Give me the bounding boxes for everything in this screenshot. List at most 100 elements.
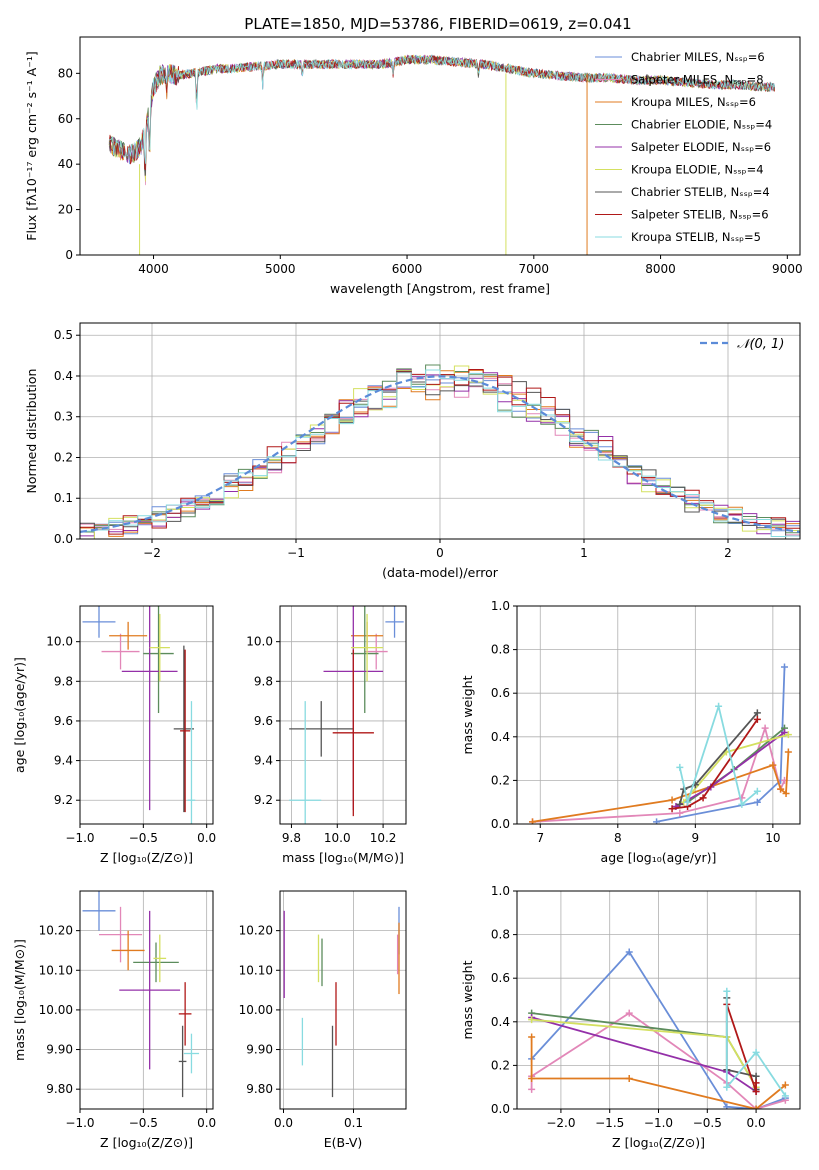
- weight-Z-panel: −2.0 −1.5 −1.0 −0.5 0.0 0.0 0.2 0.4 0.6 0.8 1.0 Z […: [460, 884, 801, 1150]
- age-mass-xtick-label: 10.0: [324, 831, 351, 845]
- age-Z-xtick-label: 0.0: [197, 831, 216, 845]
- age-mass-ytick-label: 9.2: [254, 793, 273, 807]
- weight-point-marker: [782, 789, 790, 797]
- legend-label: Chabrier ELODIE, Nₛₛₚ=4: [631, 118, 772, 132]
- spectrum-frame: [79, 36, 801, 256]
- weight-point-marker: [676, 800, 684, 808]
- weight-point-marker: [784, 731, 792, 739]
- weight-point-marker: [625, 948, 633, 956]
- weight-point-marker: [752, 1079, 760, 1087]
- weight-Z-plot-area: [528, 948, 789, 1109]
- weight-point-marker: [753, 709, 761, 717]
- weight-point-marker: [769, 761, 777, 769]
- legend-label: Chabrier MILES, Nₛₛₚ=6: [631, 50, 765, 64]
- spectrum-ytick-label: 80: [58, 66, 73, 80]
- weight-age-ytick-label: 0.6: [491, 686, 510, 700]
- mass-Z-ytick-label: 9.90: [46, 1043, 73, 1057]
- residual-histogram: [80, 369, 800, 537]
- weight-point-marker: [753, 798, 761, 806]
- mass-ebv-frame: [279, 890, 407, 1110]
- weight-series-line: [656, 666, 786, 823]
- weight-point-marker: [625, 1009, 633, 1017]
- age-mass-ytick-label: 9.4: [254, 754, 273, 768]
- spectrum-panel: Chabrier MILES, Nₛₛₚ=6 Salpeter MILES, Nₛ…: [24, 36, 803, 296]
- weight-age-ytick-label: 0.0: [491, 817, 510, 831]
- mass-Z-xlabel: Z [log₁₀(Z/Z⊙)]: [100, 1135, 193, 1150]
- mass-Z-ytick-label: 10.00: [39, 1003, 73, 1017]
- weight-age-plot-area: [529, 663, 792, 824]
- age-Z-panel: −1.0 −0.5 0.0 9.2 9.4 9.6 9.8 10.0 Z [log₁₀(Z/Z⊙…: [12, 605, 216, 865]
- mass-Z-ylabel: mass [log₁₀(M/M⊙)]: [12, 939, 27, 1061]
- weight-point-marker: [752, 1048, 760, 1056]
- legend-label: 𝒩(0, 1): [737, 337, 784, 352]
- residuals-ytick-label: 0.3: [54, 410, 73, 424]
- age-mass-ytick-label: 9.6: [254, 714, 273, 728]
- weight-age-xtick-label: 9: [692, 831, 700, 845]
- weight-point-marker: [684, 798, 692, 806]
- age-Z-ytick-label: 9.4: [54, 754, 73, 768]
- residuals-ytick-label: 0.2: [54, 450, 73, 464]
- weight-point-marker: [761, 724, 769, 732]
- age-Z-xtick-label: −0.5: [129, 831, 158, 845]
- weight-Z-xtick-label: −0.5: [693, 1116, 722, 1130]
- age-Z-ytick-label: 9.6: [54, 714, 73, 728]
- spectrum-ytick-label: 40: [58, 157, 73, 171]
- spectrum-title: PLATE=1850, MJD=53786, FIBERID=0619, z=0…: [244, 15, 631, 33]
- spectrum-ytick-label: 20: [58, 203, 73, 217]
- weight-point-marker: [781, 1092, 789, 1100]
- legend-label: Chabrier STELIB, Nₛₛₚ=4: [631, 185, 770, 199]
- spectrum-series-line: [108, 54, 775, 164]
- weight-point-marker: [715, 702, 723, 710]
- age-mass-plot-area: [289, 606, 404, 824]
- weight-point-marker: [781, 1081, 789, 1089]
- age-Z-ylabel: age [log₁₀(age/yr)]: [12, 657, 27, 773]
- age-mass-xlabel: mass [log₁₀(M/M⊙)]: [282, 850, 404, 865]
- spectrum-xtick-label: 7000: [519, 262, 550, 276]
- weight-point-marker: [699, 794, 707, 802]
- mass-Z-ytick-label: 10.20: [39, 924, 73, 938]
- mass-Z-xtick-label: −1.0: [65, 1116, 94, 1130]
- spectrum-xtick-label: 5000: [265, 262, 296, 276]
- mass-ebv-ytick-label: 9.90: [246, 1043, 273, 1057]
- residuals-xtick-label: 0: [436, 546, 444, 560]
- weight-Z-xtick-label: 0.0: [747, 1116, 766, 1130]
- weight-age-ytick-label: 1.0: [491, 599, 510, 613]
- weight-point-marker: [676, 809, 684, 817]
- mass-ebv-panel: 0.0 0.1 9.80 9.90 10.00 10.10 10.20 E(B-V): [239, 890, 407, 1150]
- spectrum-xtick-label: 9000: [772, 262, 803, 276]
- mass-Z-ytick-label: 9.80: [46, 1082, 73, 1096]
- weight-point-marker: [668, 805, 676, 813]
- weight-Z-xtick-label: −2.0: [546, 1116, 575, 1130]
- weight-age-ylabel: mass weight: [460, 675, 475, 754]
- residuals-xlabel: (data-model)/error: [382, 565, 499, 580]
- weight-point-marker: [668, 796, 676, 804]
- weight-series-line: [532, 752, 790, 823]
- weight-age-xtick-label: 8: [614, 831, 622, 845]
- spectrum-ytick-label: 60: [58, 112, 73, 126]
- age-mass-panel: 9.8 10.0 10.2 9.2 9.4 9.6 9.8 10.0 mass [log₁₀(M…: [246, 605, 407, 865]
- weight-Z-ytick-label: 0.4: [491, 1015, 510, 1029]
- residuals-legend: 𝒩(0, 1): [700, 337, 784, 352]
- residuals-ylabel: Normed distribution: [24, 369, 39, 494]
- spectrum-series-line: [108, 55, 775, 171]
- weight-age-frame: [516, 605, 801, 825]
- weight-point-marker: [784, 748, 792, 756]
- mass-ebv-ytick-label: 10.20: [239, 924, 273, 938]
- mass-Z-xtick-label: −0.5: [129, 1116, 158, 1130]
- residuals-xtick-label: −2: [143, 546, 161, 560]
- residuals-xtick-label: 2: [724, 546, 732, 560]
- residuals-xtick-label: −1: [287, 546, 305, 560]
- residuals-plot-area: [80, 364, 800, 539]
- age-Z-ytick-label: 9.2: [54, 793, 73, 807]
- weight-age-xtick-label: 10: [765, 831, 780, 845]
- spectrum-legend: Chabrier MILES, Nₛₛₚ=6 Salpeter MILES, Nₛ…: [595, 50, 772, 244]
- weight-point-marker: [529, 818, 537, 824]
- mass-Z-panel: −1.0 −0.5 0.0 9.80 9.90 10.00 10.10 10.20 Z [log…: [12, 890, 216, 1150]
- weight-point-marker: [777, 785, 785, 793]
- weight-point-marker: [625, 1074, 633, 1082]
- residuals-panel: 𝒩(0, 1) −2 −1 0 1 2 0.0 0.1 0.2 0.3 0.4 0.5 (data-mo…: [24, 322, 801, 580]
- weight-Z-ytick-label: 1.0: [491, 884, 510, 898]
- weight-Z-ytick-label: 0.6: [491, 971, 510, 985]
- weight-series-line: [678, 712, 759, 805]
